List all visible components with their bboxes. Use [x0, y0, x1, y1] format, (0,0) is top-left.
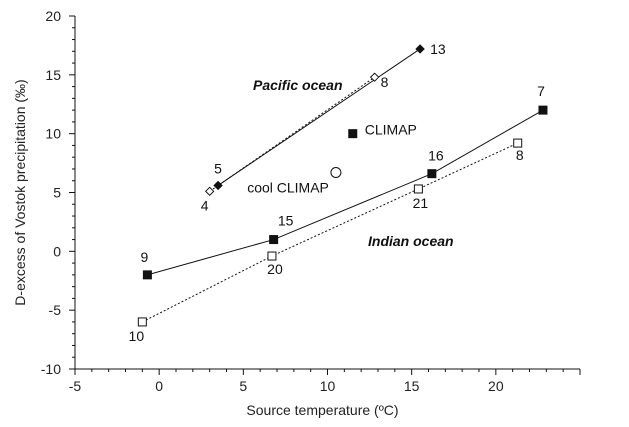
point-label: 21 [413, 195, 429, 211]
y-tick-label: -5 [49, 302, 62, 318]
y-tick-label: 15 [45, 67, 61, 83]
y-tick-label: 0 [53, 243, 61, 259]
point-labels: 5 13 4 8 9 15 16 7 10 20 21 8 [129, 41, 546, 344]
point-label: 10 [129, 328, 145, 344]
point-label: 15 [278, 213, 294, 229]
series-line-1 [209, 76, 375, 192]
annotation-climap: CLIMAP [365, 122, 417, 138]
point-label: 8 [381, 74, 389, 90]
series-line-0 [217, 48, 421, 186]
marker-s2-p3 [538, 105, 548, 115]
annotation-marker-0 [348, 129, 358, 139]
marker-s1-p1 [369, 72, 380, 82]
y-tick-label: 20 [45, 8, 61, 24]
series-lines [142, 48, 544, 323]
marker-s3-p0 [137, 317, 147, 327]
region-label-pacific: Pacific ocean [253, 77, 343, 93]
x-tick-label: -5 [69, 378, 82, 394]
point-label: 20 [267, 261, 283, 277]
data-markers [137, 44, 548, 327]
x-tick-label: 10 [320, 378, 336, 394]
marker-s2-p1 [269, 235, 279, 245]
point-label: 8 [516, 147, 524, 163]
marker-s2-p2 [427, 169, 437, 179]
y-tick-label: 5 [53, 185, 61, 201]
marker-s0-p1 [415, 44, 425, 54]
point-label: 7 [537, 83, 545, 99]
x-axis-title: Source temperature (ºC) [246, 402, 398, 418]
marker-s3-p1 [267, 251, 277, 261]
marker-s1-p0 [204, 186, 215, 197]
x-tick-label: 5 [239, 378, 247, 394]
y-tick-label: -10 [41, 361, 61, 377]
point-label: 5 [214, 160, 222, 176]
marker-s0-p0 [213, 180, 223, 191]
y-tick-label: 10 [45, 126, 61, 142]
axes: -5 0 5 10 15 20 -10 -5 0 5 10 15 20 [41, 8, 581, 394]
x-tick-label: 0 [155, 378, 163, 394]
x-tick-label: 20 [488, 378, 504, 394]
series-line-2 [147, 109, 544, 276]
marker-s2-p0 [142, 270, 152, 280]
y-axis-title: D-excess of Vostok precipitation (‰) [12, 79, 28, 305]
point-label: 4 [201, 197, 209, 213]
x-tick-label: 15 [404, 378, 420, 394]
point-label: 9 [140, 249, 148, 265]
annotations: CLIMAP cool CLIMAP Pacific ocean Indian … [247, 77, 453, 249]
point-label: 13 [430, 41, 446, 57]
point-label: 16 [428, 148, 444, 164]
region-label-indian: Indian ocean [368, 233, 454, 249]
series-line-3 [142, 142, 518, 323]
marker-s3-p3 [513, 138, 523, 148]
annotation-cool-climap: cool CLIMAP [247, 179, 329, 195]
marker-s3-p2 [413, 184, 423, 194]
annotation-marker-1 [330, 166, 342, 178]
